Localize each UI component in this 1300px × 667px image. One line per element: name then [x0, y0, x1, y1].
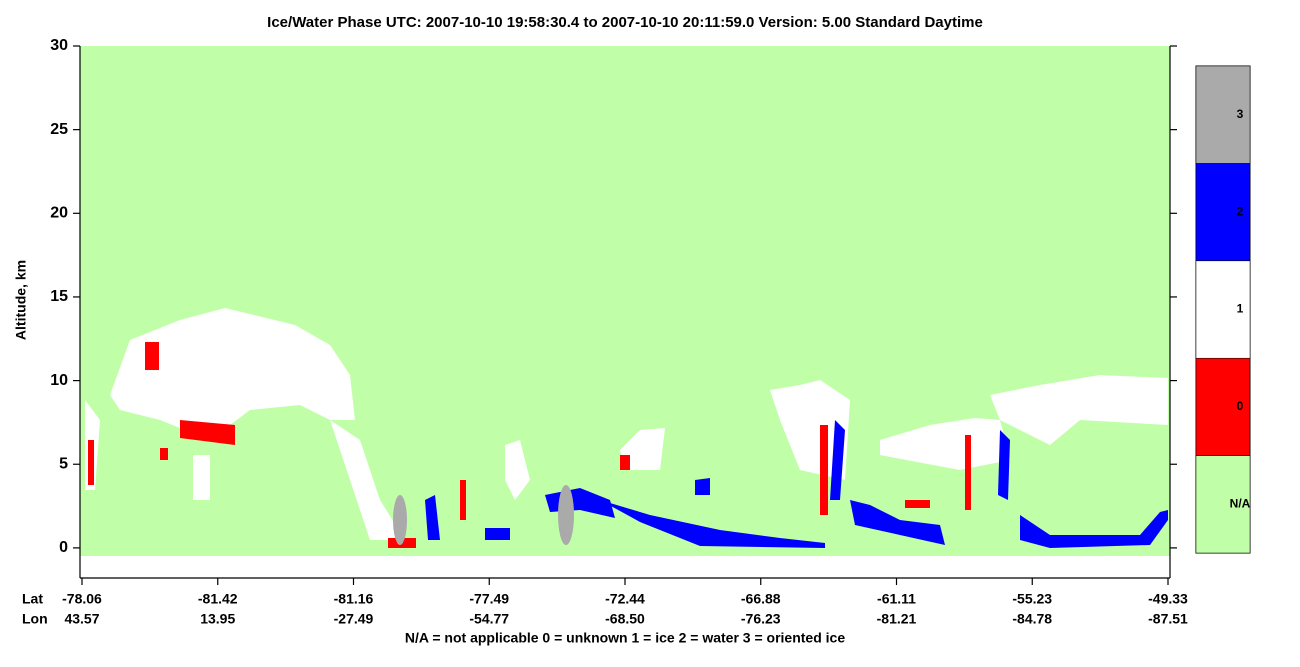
y-axis-label: Altitude, km	[13, 260, 29, 340]
water-region	[830, 420, 845, 500]
ice-region	[110, 308, 355, 440]
colorbar-swatch	[1195, 455, 1251, 554]
lon-label: -68.50	[605, 611, 645, 627]
water-region	[695, 478, 710, 495]
ice-region	[330, 420, 405, 540]
footnote: N/A = not applicable 0 = unknown 1 = ice…	[405, 630, 845, 646]
unknown-region	[180, 420, 235, 445]
lat-label: -66.88	[741, 591, 781, 607]
lat-row-label: Lat	[22, 591, 43, 607]
lon-label: -81.21	[877, 611, 917, 627]
y-tick-label: 5	[59, 455, 68, 472]
colorbar-swatch	[1195, 357, 1251, 456]
water-region	[425, 495, 440, 540]
oriented-ice-region	[393, 495, 407, 545]
lat-label: -61.11	[877, 591, 916, 607]
y-tick-label: 20	[50, 205, 68, 222]
unknown-region	[620, 455, 630, 470]
colorbar-label: 3	[1237, 107, 1244, 121]
lon-label: -87.51	[1148, 611, 1188, 627]
ice-region	[193, 455, 210, 500]
y-tick-label: 25	[50, 121, 68, 138]
lat-label: -78.06	[62, 591, 102, 607]
unknown-region	[820, 425, 828, 515]
ice-regions	[85, 308, 1168, 540]
lat-label: -49.33	[1148, 591, 1188, 607]
colorbar-swatch	[1195, 65, 1251, 164]
unknown-region	[88, 440, 94, 485]
unknown-region	[160, 448, 168, 460]
lat-label: -55.23	[1012, 591, 1052, 607]
oriented-ice-region	[558, 485, 574, 545]
lon-label: -76.23	[741, 611, 781, 627]
water-region	[998, 430, 1010, 500]
y-tick-label: 10	[50, 372, 68, 389]
unknown-region	[905, 500, 930, 508]
lon-row-label: Lon	[22, 611, 48, 627]
plot-background	[80, 46, 1170, 556]
ice-region	[990, 375, 1168, 445]
ice-region	[620, 428, 665, 470]
colorbar-swatch	[1195, 260, 1251, 359]
unknown-region	[965, 435, 971, 510]
chart-title: Ice/Water Phase UTC: 2007-10-10 19:58:30…	[267, 14, 983, 31]
colorbar-label: 0	[1237, 399, 1244, 413]
ice-region	[770, 380, 850, 480]
lat-label: -81.16	[334, 591, 374, 607]
lat-label: -81.42	[198, 591, 238, 607]
y-tick-label: 30	[50, 37, 68, 54]
unknown-region	[460, 480, 466, 520]
unknown-region	[145, 342, 159, 370]
lat-label: -77.49	[469, 591, 509, 607]
colorbar-label: 2	[1237, 204, 1244, 218]
water-region	[600, 500, 825, 548]
y-tick-label: 0	[59, 539, 68, 556]
lat-label: -72.44	[605, 591, 645, 607]
lon-label: 13.95	[200, 611, 235, 627]
lon-label: -84.78	[1012, 611, 1052, 627]
ice-region	[505, 440, 530, 500]
water-region	[850, 500, 945, 545]
colorbar-label: N/A	[1230, 496, 1251, 510]
cloud-field	[85, 308, 1168, 548]
oriented-ice-regions	[393, 485, 574, 545]
lon-label: 43.57	[64, 611, 99, 627]
colorbar-swatch	[1195, 163, 1251, 262]
lon-label: -54.77	[469, 611, 509, 627]
ice-region	[880, 418, 1010, 470]
lon-label: -27.49	[334, 611, 374, 627]
water-region	[1020, 510, 1168, 548]
water-region	[485, 528, 510, 540]
y-tick-label: 15	[50, 288, 68, 305]
colorbar-label: 1	[1237, 302, 1244, 316]
